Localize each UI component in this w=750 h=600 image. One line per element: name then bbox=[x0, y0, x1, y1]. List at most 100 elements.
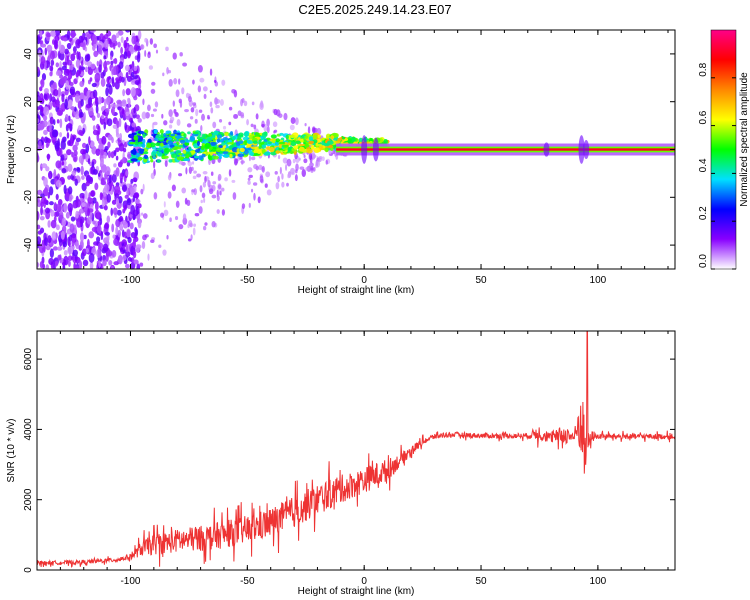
spectral-blob bbox=[335, 140, 341, 144]
spectral-blob bbox=[217, 153, 223, 157]
spectral-blob bbox=[51, 231, 57, 241]
spectral-blob bbox=[62, 61, 68, 66]
spectral-blob bbox=[217, 184, 222, 190]
spectral-blob bbox=[86, 216, 92, 225]
spectral-blob bbox=[213, 155, 219, 160]
spectral-blob bbox=[167, 69, 172, 74]
spectral-blob bbox=[117, 229, 121, 238]
spectral-blob bbox=[163, 132, 167, 138]
spectral-blob bbox=[76, 167, 81, 173]
spectral-blob bbox=[250, 156, 256, 161]
spectral-blob bbox=[132, 177, 138, 183]
spectral-blob bbox=[67, 140, 72, 146]
spectral-blob bbox=[241, 203, 246, 209]
spectral-blob bbox=[143, 151, 149, 155]
spectral-blob bbox=[103, 66, 108, 73]
spectral-blob bbox=[165, 130, 171, 135]
spectral-blob bbox=[130, 186, 135, 196]
spectral-blob bbox=[40, 106, 44, 113]
spectral-blob bbox=[150, 113, 155, 118]
spectral-blob bbox=[88, 252, 95, 263]
spectral-blob bbox=[162, 72, 165, 77]
spectral-blob bbox=[287, 147, 291, 152]
spectral-blob bbox=[287, 173, 291, 179]
spectral-blob bbox=[303, 154, 306, 159]
spectral-blob bbox=[105, 87, 109, 97]
spectral-blob bbox=[43, 129, 48, 136]
spectral-blob bbox=[53, 88, 59, 97]
spectral-blob bbox=[131, 71, 135, 78]
spectral-blob bbox=[104, 222, 110, 230]
spectral-blob bbox=[310, 166, 314, 171]
spectral-blob bbox=[106, 250, 113, 257]
spectral-blob bbox=[208, 188, 214, 195]
spectral-blob bbox=[37, 189, 43, 196]
spectral-blob bbox=[108, 174, 112, 184]
spectral-blob bbox=[80, 148, 86, 155]
spectral-blob bbox=[127, 50, 131, 59]
spectral-blob bbox=[182, 149, 187, 154]
spectral-blob bbox=[37, 106, 41, 111]
spectral-blob bbox=[111, 106, 116, 116]
spectral-blob bbox=[105, 166, 111, 176]
spectral-blob bbox=[82, 153, 86, 160]
spectral-blob bbox=[125, 111, 129, 117]
spectral-blob bbox=[210, 141, 217, 146]
spectral-blob bbox=[74, 178, 78, 186]
spectral-blob bbox=[113, 150, 117, 157]
spectral-blob bbox=[79, 80, 85, 88]
spectral-blob bbox=[67, 122, 72, 129]
spectrogram-panel: -100 -50 0 50 100 -40 -20 0 20 40 Height of straig… bbox=[6, 29, 676, 296]
spectral-blob bbox=[193, 223, 197, 227]
spectral-blob bbox=[70, 106, 75, 111]
spectral-blob bbox=[264, 183, 268, 188]
spectral-blob bbox=[196, 140, 201, 146]
spectral-blob bbox=[167, 191, 172, 199]
spectral-blob bbox=[55, 193, 59, 201]
spectral-blob bbox=[105, 112, 108, 119]
spectral-blob bbox=[188, 219, 193, 227]
spectral-blob bbox=[42, 115, 48, 121]
spectral-blob bbox=[106, 193, 112, 203]
spectral-blob bbox=[53, 39, 58, 49]
spectral-blob bbox=[298, 157, 301, 161]
spectral-blob bbox=[197, 64, 203, 73]
spectral-blob bbox=[255, 113, 259, 120]
spectral-blob bbox=[184, 197, 188, 205]
spectral-blob bbox=[141, 143, 146, 148]
spectral-blob bbox=[63, 255, 69, 266]
spectral-blob bbox=[191, 189, 196, 193]
spectral-blob bbox=[230, 131, 234, 136]
spectral-blob bbox=[170, 133, 176, 137]
spectral-blob bbox=[56, 246, 63, 251]
spectral-blob bbox=[259, 102, 264, 110]
spectral-blob bbox=[125, 30, 131, 33]
spectral-blob bbox=[75, 210, 79, 219]
spectral-blob bbox=[218, 144, 223, 149]
spectral-blob bbox=[279, 132, 284, 136]
spectral-blob bbox=[192, 161, 195, 165]
spectral-blob bbox=[124, 194, 129, 199]
spectral-blob bbox=[241, 97, 245, 104]
spectral-blob bbox=[56, 203, 62, 213]
spectral-blob bbox=[231, 88, 236, 94]
spectral-blob bbox=[94, 201, 99, 211]
top-xtick-label: 0 bbox=[361, 275, 367, 286]
spectral-blob bbox=[219, 98, 224, 106]
spectral-blob bbox=[212, 121, 217, 129]
spectral-blob bbox=[37, 230, 42, 235]
spectral-blob bbox=[202, 86, 208, 92]
spectral-blob bbox=[112, 207, 118, 215]
spectral-blob bbox=[174, 215, 179, 221]
spectral-blob bbox=[229, 153, 233, 158]
spectral-blob bbox=[56, 109, 63, 116]
spectral-blob bbox=[58, 210, 64, 221]
spectral-blob bbox=[137, 203, 142, 209]
spectral-blob bbox=[149, 38, 154, 45]
spectral-blob bbox=[97, 172, 101, 177]
spectral-blob bbox=[253, 149, 258, 154]
spectral-blob bbox=[88, 97, 93, 106]
spectral-blob bbox=[110, 265, 114, 269]
spectral-blob bbox=[75, 137, 81, 143]
spectral-blob bbox=[189, 116, 194, 120]
